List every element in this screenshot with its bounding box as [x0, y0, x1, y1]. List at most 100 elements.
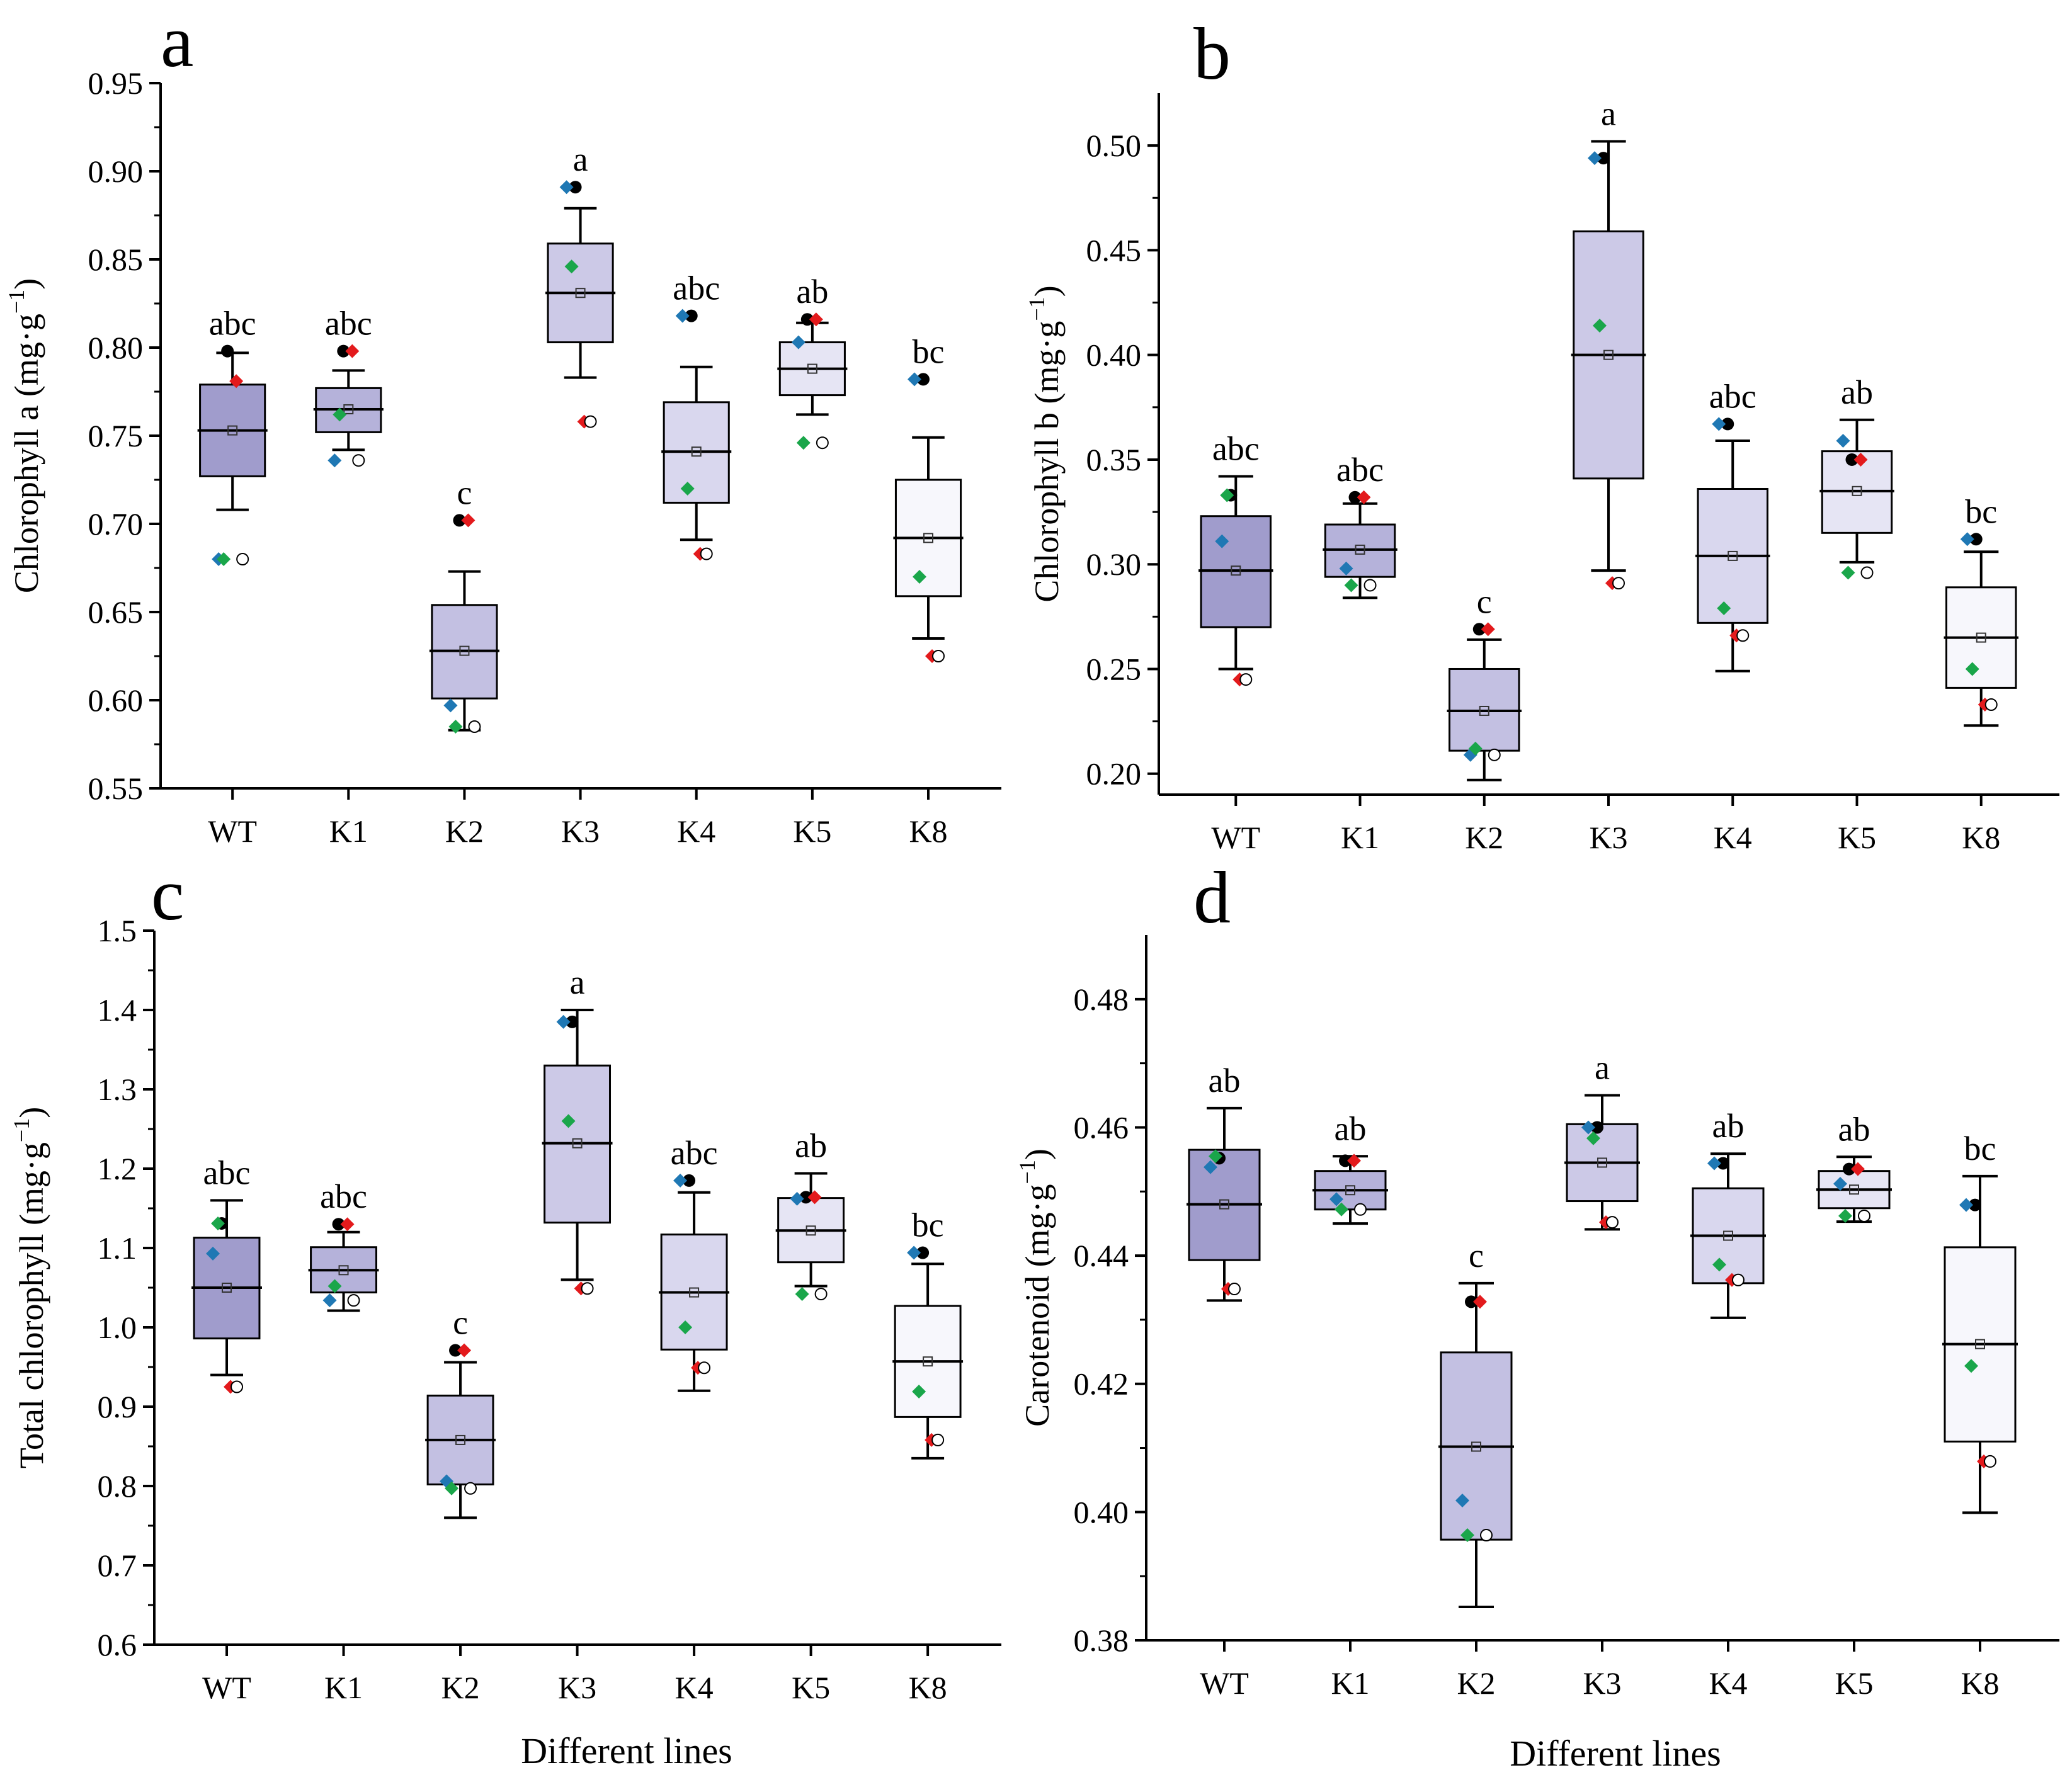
significance-letter: c: [1477, 582, 1492, 620]
data-point-green: [1209, 1149, 1222, 1164]
data-point-red: [461, 513, 475, 528]
data-point-blue: [1836, 434, 1850, 448]
data-point-green: [795, 1287, 809, 1302]
y-tick-label: 0.8: [98, 1468, 137, 1504]
mean-marker: [1597, 1157, 1607, 1168]
x-tick-label: K1: [1331, 1665, 1369, 1701]
mean-marker: [923, 533, 933, 543]
y-tick-label: 0.95: [88, 65, 144, 101]
panel-b-chlorophyll-b: 0.20 0.25 0.30 0.35 0.40 0.45 0.50 Chlorophyll …: [1024, 13, 2059, 855]
outlier-open-circle: [231, 1380, 244, 1393]
outlier-open-circle: [1488, 748, 1501, 761]
x-tick-label: K8: [1961, 1665, 1999, 1701]
outlier-open-circle: [700, 547, 713, 560]
box-K2: K2 c: [429, 474, 499, 849]
mean-marker: [923, 1356, 933, 1367]
y-tick-label: 0.50: [1086, 128, 1142, 163]
data-point-black: [1472, 623, 1486, 636]
data-point-green: [1468, 741, 1483, 756]
mean-marker: [1231, 565, 1241, 576]
outlier-open-circle: [931, 650, 945, 662]
y-tick-label: 0.45: [1086, 232, 1142, 268]
mean-marker: [575, 288, 586, 298]
data-point-green: [1717, 601, 1731, 616]
box-K3: K3 a: [545, 140, 616, 849]
y-tick-label: 0.65: [88, 594, 144, 630]
data-point-black: [1845, 453, 1859, 466]
mean-marker: [1976, 632, 1986, 643]
box-K2: K2 c: [1447, 582, 1522, 855]
panel-a-chlorophyll-a: 0.55 0.60 0.65 0.70 0.75 0.80 0.85 0.90 0.95 Chlo…: [4, 0, 1001, 849]
data-point-green: [561, 1114, 576, 1128]
outlier-open-circle: [1736, 629, 1750, 642]
mean-marker: [227, 425, 238, 436]
data-point-black: [1717, 1157, 1729, 1170]
mean-marker: [805, 1225, 816, 1236]
significance-letter: ab: [1838, 1110, 1870, 1148]
y-tick-label: 1.1: [98, 1230, 137, 1266]
significance-letter: abc: [325, 305, 372, 343]
data-point-green: [1838, 1208, 1852, 1223]
data-point-blue: [322, 1293, 337, 1308]
outlier-open-circle: [1732, 1273, 1745, 1286]
mean-marker: [1603, 349, 1614, 360]
outlier-open-circle: [1363, 579, 1377, 592]
data-point-green: [1460, 1528, 1474, 1543]
x-tick-label: WT: [202, 1670, 251, 1705]
y-axis-title: Chlorophyll b (mg·g−1): [1024, 285, 1066, 602]
data-point-blue: [791, 335, 805, 349]
y-tick-label: 0.90: [88, 154, 144, 189]
mean-marker: [689, 1287, 700, 1298]
y-tick-label: 0.44: [1074, 1238, 1129, 1273]
data-point-blue: [327, 453, 342, 468]
data-point-blue: [206, 1246, 220, 1261]
y-tick-label: 0.38: [1074, 1623, 1129, 1658]
data-point-green: [1712, 1257, 1726, 1272]
data-point-black: [1339, 1154, 1352, 1167]
box-WT: WT abc: [1198, 430, 1273, 855]
mean-marker: [572, 1138, 583, 1149]
data-point-green: [211, 1216, 225, 1230]
x-tick-label: K1: [1341, 820, 1379, 855]
x-tick-label: K4: [677, 814, 715, 849]
box-K8: K8 bc: [1944, 492, 2018, 855]
data-point-green: [680, 482, 695, 496]
outlier-open-circle: [1606, 1216, 1619, 1229]
y-tick-label: 0.6: [98, 1627, 137, 1662]
significance-letter: abc: [671, 1134, 718, 1172]
data-point-black: [332, 1218, 345, 1231]
panel-letter: a: [161, 0, 193, 82]
data-point-green: [912, 570, 926, 584]
box-K1: K1 abc: [308, 1177, 379, 1705]
data-point-blue: [1329, 1192, 1343, 1206]
x-tick-label: K8: [909, 814, 947, 849]
data-point-green: [327, 1279, 342, 1293]
y-tick-label: 0.48: [1074, 982, 1129, 1017]
data-point-red: [1357, 490, 1371, 504]
y-tick-label: 0.30: [1086, 547, 1142, 582]
box-K1: K1 abc: [1323, 451, 1397, 855]
outlier-open-circle: [1984, 698, 1998, 712]
data-point-blue: [1204, 1160, 1217, 1174]
significance-letter: bc: [912, 1206, 944, 1244]
panel-letter: b: [1193, 13, 1231, 95]
x-tick-label: K5: [1835, 1665, 1873, 1701]
box-K8: K8 bc: [1942, 1130, 2018, 1701]
y-tick-label: 0.75: [88, 418, 144, 453]
mean-marker: [1852, 485, 1862, 496]
data-point-black: [449, 1344, 462, 1357]
data-point-blue: [556, 1014, 571, 1029]
data-point-green: [1593, 319, 1607, 333]
mean-marker: [1479, 705, 1489, 716]
significance-letter: c: [1469, 1237, 1484, 1274]
data-point-black: [916, 373, 930, 386]
outlier-open-circle: [581, 1282, 594, 1295]
box-K8: K8 bc: [892, 1206, 964, 1705]
x-tick-label: K8: [909, 1670, 947, 1705]
data-point-green: [564, 259, 579, 274]
x-tick-label: K2: [445, 814, 484, 849]
data-point-blue: [1215, 534, 1229, 548]
x-tick-label: WT: [208, 814, 257, 849]
outlier-open-circle: [347, 1294, 360, 1307]
data-point-blue: [1339, 561, 1353, 576]
